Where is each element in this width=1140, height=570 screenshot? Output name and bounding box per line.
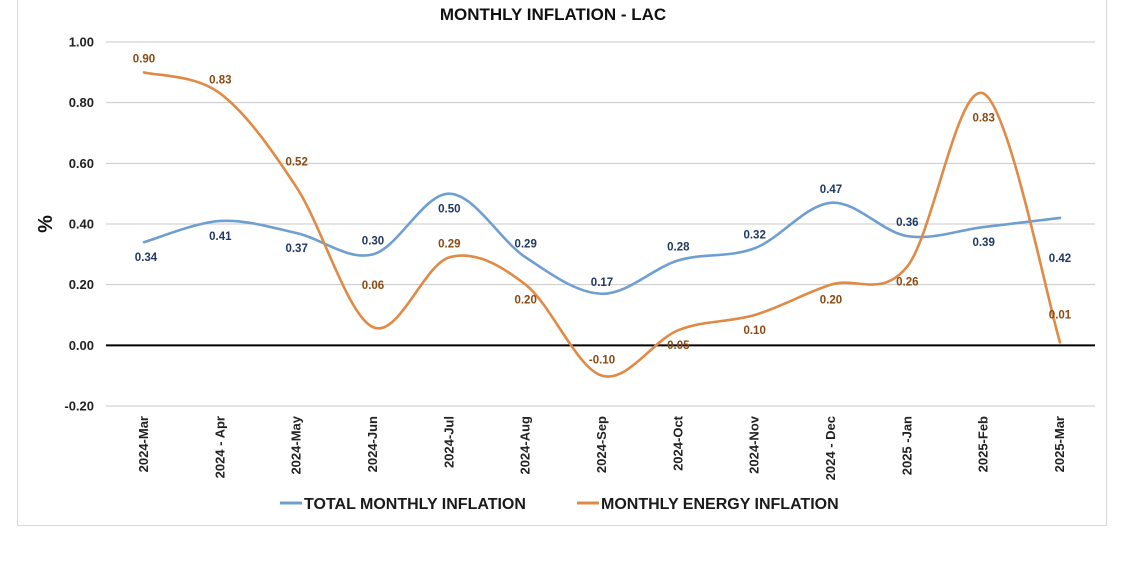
data-label-energy-inflation: 0.83 — [209, 75, 231, 87]
y-axis-ticks: 1.00 0.80 0.60 0.40 0.20 0.00 -0.20 — [64, 35, 94, 414]
data-label-total-inflation: 0.37 — [285, 243, 307, 255]
data-label-energy-inflation: 0.29 — [438, 238, 460, 250]
x-tick-label: 2025 -Jan — [899, 416, 914, 475]
x-tick-label: 2024-Sep — [594, 416, 609, 473]
data-label-total-inflation: 0.42 — [1049, 253, 1071, 265]
data-label-total-inflation: 0.50 — [438, 204, 460, 216]
y-tick-label: 0.40 — [69, 217, 94, 232]
data-label-energy-inflation: 0.10 — [743, 325, 765, 337]
gridlines — [106, 41, 1095, 407]
data-label-energy-inflation: 0.90 — [133, 53, 155, 65]
data-label-energy-inflation: 0.83 — [972, 113, 994, 125]
data-label-total-inflation: 0.17 — [591, 277, 613, 289]
y-tick-label: 0.00 — [69, 338, 94, 353]
data-label-energy-inflation: 0.52 — [285, 157, 307, 169]
data-label-total-inflation: 0.41 — [209, 231, 232, 243]
x-tick-label: 2024-Aug — [518, 416, 533, 475]
x-tick-label: 2025-Feb — [976, 416, 991, 472]
x-axis-ticks: 2024-Mar 2024 - Apr 2024-May 2024-Jun 2024-J… — [136, 415, 1067, 480]
data-label-energy-inflation: 0.01 — [1049, 309, 1072, 321]
data-label-total-inflation: 0.30 — [362, 235, 384, 247]
series-line-total-inflation — [142, 192, 1062, 296]
legend-label-energy-inflation: MONTHLY ENERGY INFLATION — [601, 496, 839, 513]
series-line-energy-inflation — [142, 71, 1062, 378]
data-label-energy-inflation: -0.10 — [589, 355, 615, 367]
y-tick-label: 1.00 — [69, 35, 94, 50]
data-label-total-inflation: 0.34 — [135, 252, 158, 264]
y-tick-label: -0.20 — [64, 399, 94, 414]
data-label-total-inflation: 0.28 — [667, 241, 690, 253]
x-tick-label: 2025-Mar — [1052, 416, 1067, 472]
data-label-total-inflation: 0.36 — [896, 217, 918, 229]
data-label-total-inflation: 0.32 — [743, 229, 765, 241]
y-tick-label: 0.20 — [69, 277, 94, 292]
chart-title: MONTHLY INFLATION - LAC — [440, 5, 666, 24]
data-label-energy-inflation: 0.05 — [667, 340, 690, 352]
chart-frame — [17, 0, 1107, 526]
y-axis-label: % — [35, 215, 57, 233]
x-tick-label: 2024-Jul — [441, 416, 456, 468]
data-labels: 0.34 0.41 0.37 0.30 0.50 0.29 0.17 0.28 0.32 0.47… — [133, 53, 1072, 366]
legend: TOTAL MONTHLY INFLATION MONTHLY ENERGY IN… — [280, 496, 839, 513]
data-label-total-inflation: 0.39 — [972, 237, 994, 249]
x-tick-label: 2024 - Apr — [212, 416, 227, 478]
y-tick-label: 0.60 — [69, 156, 94, 171]
x-tick-label: 2024-May — [289, 415, 304, 474]
y-tick-label: 0.80 — [69, 95, 94, 110]
x-tick-label: 2024-Nov — [747, 415, 762, 474]
data-label-energy-inflation: 0.26 — [896, 276, 918, 288]
x-tick-label: 2024-Oct — [670, 415, 685, 471]
series-lines — [142, 71, 1062, 378]
x-tick-label: 2024-Jun — [365, 416, 380, 472]
x-tick-label: 2024 - Dec — [823, 416, 838, 480]
data-label-total-inflation: 0.29 — [514, 238, 536, 250]
data-label-energy-inflation: 0.20 — [514, 295, 536, 307]
legend-label-total-inflation: TOTAL MONTHLY INFLATION — [304, 496, 526, 513]
data-label-energy-inflation: 0.06 — [362, 280, 384, 292]
data-label-energy-inflation: 0.20 — [820, 295, 842, 307]
data-label-total-inflation: 0.47 — [820, 184, 842, 196]
x-tick-label: 2024-Mar — [136, 416, 151, 472]
